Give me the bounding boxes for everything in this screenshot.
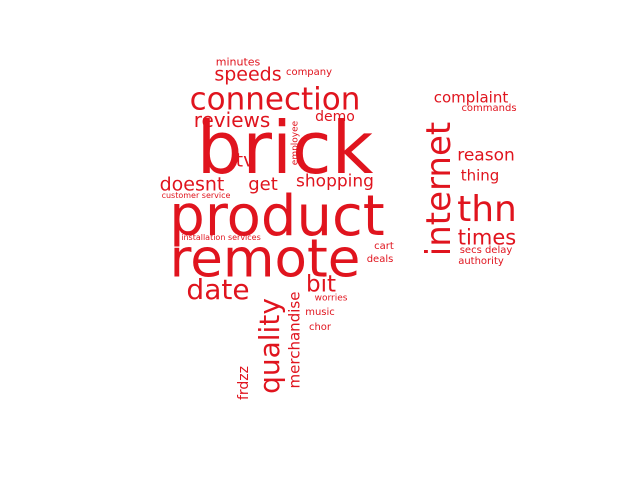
word-brick: brick [196, 106, 374, 190]
word-minutes: minutes [215, 55, 261, 69]
word-commands: commands [461, 103, 517, 114]
word-bit: bit [305, 271, 337, 298]
word-complaint: complaint [433, 88, 509, 107]
word-product: product [169, 184, 385, 249]
word-company: company [285, 67, 333, 78]
word-date: date [186, 273, 250, 306]
word-doesnt: doesnt [159, 173, 225, 196]
word-customer-service: customer service [161, 191, 231, 200]
word-remote: remote [169, 228, 361, 290]
word-cart: cart [374, 241, 394, 252]
word-authority: authority [458, 256, 504, 267]
word-times: times [457, 225, 517, 250]
word-deals: deals [366, 254, 394, 265]
word-worries: worries [314, 293, 348, 304]
word-speeds: speeds [214, 63, 282, 86]
word-reason: reason [457, 145, 515, 166]
word-frdzz: frdzz [236, 365, 252, 401]
word-tv: tv [235, 149, 255, 172]
word-reviews: reviews [193, 108, 271, 132]
word-secs-delay: secs delay [459, 245, 513, 256]
word-shopping: shopping [296, 171, 374, 192]
word-get: get [248, 174, 278, 195]
word-internet: internet [419, 121, 459, 257]
word-thn: thn [457, 189, 517, 230]
word-employee: employee [290, 120, 301, 166]
word-demo: demo [315, 109, 355, 125]
word-music: music [305, 307, 335, 318]
word-connection: connection [189, 81, 361, 118]
word-merchandise: merchandise [285, 291, 304, 389]
word-quality: quality [253, 298, 286, 394]
word-thing: thing [460, 166, 500, 185]
word-installation-services: installation services [181, 233, 261, 242]
word-chor: chor [308, 322, 332, 333]
